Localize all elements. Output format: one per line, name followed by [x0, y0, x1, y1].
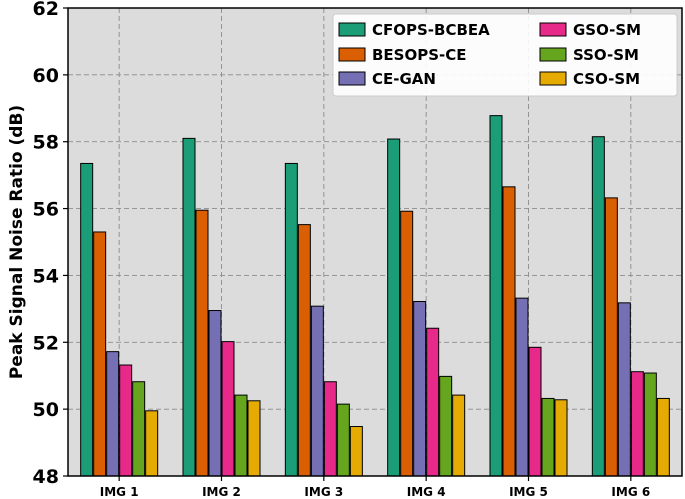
y-tick-label: 60	[33, 65, 59, 87]
bar-cfops-bcbea-img-3	[284, 162, 298, 477]
y-tick-label: 62	[33, 0, 59, 20]
bar-cso-sm-img-2	[247, 400, 261, 477]
bar-besops-ce-img-5	[502, 186, 516, 477]
legend-swatch	[338, 22, 366, 37]
legend: CFOPS-BCBEA BESOPS-CE CE-GAN GSO-SM SSO-SM CS…	[332, 13, 678, 97]
legend-label: BESOPS-CE	[372, 46, 467, 64]
bar-cfops-bcbea-img-2	[182, 137, 196, 477]
bar-sso-sm-img-2	[234, 394, 248, 477]
x-tick-label: IMG 3	[304, 485, 343, 499]
y-tick-label: 56	[33, 199, 59, 221]
y-tick-label: 58	[33, 132, 59, 154]
bar-gso-sm-img-5	[528, 346, 542, 477]
bar-gso-sm-img-1	[119, 364, 133, 477]
bar-ce-gan-img-6	[617, 302, 631, 477]
x-gridlines	[118, 8, 632, 476]
bar-sso-sm-img-4	[439, 375, 453, 477]
bar-besops-ce-img-4	[400, 210, 414, 477]
bar-besops-ce-img-2	[195, 209, 209, 477]
x-tick-label: IMG 5	[509, 485, 548, 499]
legend-swatch	[539, 47, 567, 62]
bar-cso-sm-img-3	[349, 426, 363, 477]
y-axis-ticks: 48 50 52 54 56 58 60 62	[33, 0, 68, 488]
legend-box	[332, 13, 678, 97]
legend-swatch	[539, 22, 567, 37]
bar-sso-sm-img-5	[541, 397, 555, 477]
bar-gso-sm-img-6	[630, 371, 644, 477]
bar-cso-sm-img-5	[554, 399, 568, 477]
legend-swatch	[539, 71, 567, 86]
legend-label: CFOPS-BCBEA	[372, 21, 490, 39]
bar-ce-gan-img-4	[413, 301, 427, 477]
bar-cfops-bcbea-img-4	[387, 138, 401, 477]
legend-swatch	[338, 47, 366, 62]
bar-ce-gan-img-1	[106, 351, 120, 477]
bar-sso-sm-img-1	[132, 381, 146, 477]
bar-besops-ce-img-1	[93, 231, 107, 477]
legend-label: CE-GAN	[372, 70, 436, 88]
y-tick-label: 48	[33, 466, 59, 488]
legend-label: SSO-SM	[573, 46, 639, 64]
x-tick-label: IMG 2	[202, 485, 241, 499]
y-tick-label: 54	[33, 265, 59, 287]
bar-sso-sm-img-3	[336, 403, 350, 477]
bar-cfops-bcbea-img-6	[591, 136, 605, 477]
bar-besops-ce-img-6	[604, 197, 618, 477]
bar-besops-ce-img-3	[297, 224, 311, 477]
bar-cso-sm-img-1	[145, 410, 159, 477]
bar-ce-gan-img-5	[515, 297, 529, 477]
x-tick-label: IMG 4	[407, 485, 446, 499]
legend-swatch	[338, 71, 366, 86]
bar-gso-sm-img-3	[323, 381, 337, 477]
legend-label: CSO-SM	[573, 70, 640, 88]
y-axis-label: Peak Signal Noise Ratio (dB)	[7, 105, 27, 379]
bar-ce-gan-img-2	[208, 310, 222, 477]
bar-cfops-bcbea-img-5	[489, 115, 503, 477]
x-tick-label: IMG 1	[100, 485, 139, 499]
bar-gso-sm-img-2	[221, 341, 235, 477]
bar-cso-sm-img-6	[656, 397, 670, 477]
bar-cfops-bcbea-img-1	[80, 162, 94, 477]
legend-label: GSO-SM	[573, 21, 641, 39]
bars-group	[80, 115, 670, 477]
plot-frame	[67, 7, 683, 477]
x-axis-ticks: IMG 1 IMG 2 IMG 3 IMG 4 IMG 5 IMG 6	[100, 476, 650, 499]
bar-sso-sm-img-6	[643, 372, 657, 477]
y-tick-label: 50	[33, 399, 59, 421]
y-tick-label: 52	[33, 332, 59, 354]
x-tick-label: IMG 6	[611, 485, 650, 499]
bar-cso-sm-img-4	[452, 394, 466, 477]
bar-ce-gan-img-3	[310, 305, 324, 477]
bar-gso-sm-img-4	[426, 327, 440, 477]
